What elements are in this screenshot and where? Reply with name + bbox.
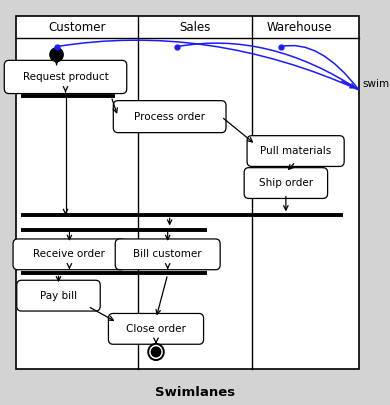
Circle shape [148, 344, 164, 360]
Text: Warehouse: Warehouse [267, 21, 332, 34]
FancyBboxPatch shape [17, 280, 100, 311]
Text: Customer: Customer [48, 21, 106, 34]
FancyBboxPatch shape [247, 136, 344, 166]
Text: Pull materials: Pull materials [260, 146, 331, 156]
Text: Process order: Process order [134, 112, 205, 122]
Text: Request product: Request product [23, 72, 108, 82]
Text: Ship order: Ship order [259, 178, 313, 188]
FancyBboxPatch shape [13, 239, 126, 270]
Circle shape [50, 48, 63, 62]
FancyBboxPatch shape [113, 101, 226, 133]
Circle shape [151, 347, 161, 357]
Text: Close order: Close order [126, 324, 186, 334]
Text: Swimlanes: Swimlanes [155, 386, 235, 399]
FancyBboxPatch shape [108, 313, 204, 344]
FancyBboxPatch shape [244, 168, 328, 198]
FancyBboxPatch shape [16, 16, 359, 369]
FancyBboxPatch shape [4, 60, 127, 94]
Text: Bill customer: Bill customer [133, 249, 202, 259]
Text: Pay bill: Pay bill [40, 291, 77, 301]
FancyBboxPatch shape [115, 239, 220, 270]
Text: Receive order: Receive order [34, 249, 105, 259]
Text: Sales: Sales [179, 21, 211, 34]
Text: swimlanes: swimlanes [363, 79, 390, 89]
